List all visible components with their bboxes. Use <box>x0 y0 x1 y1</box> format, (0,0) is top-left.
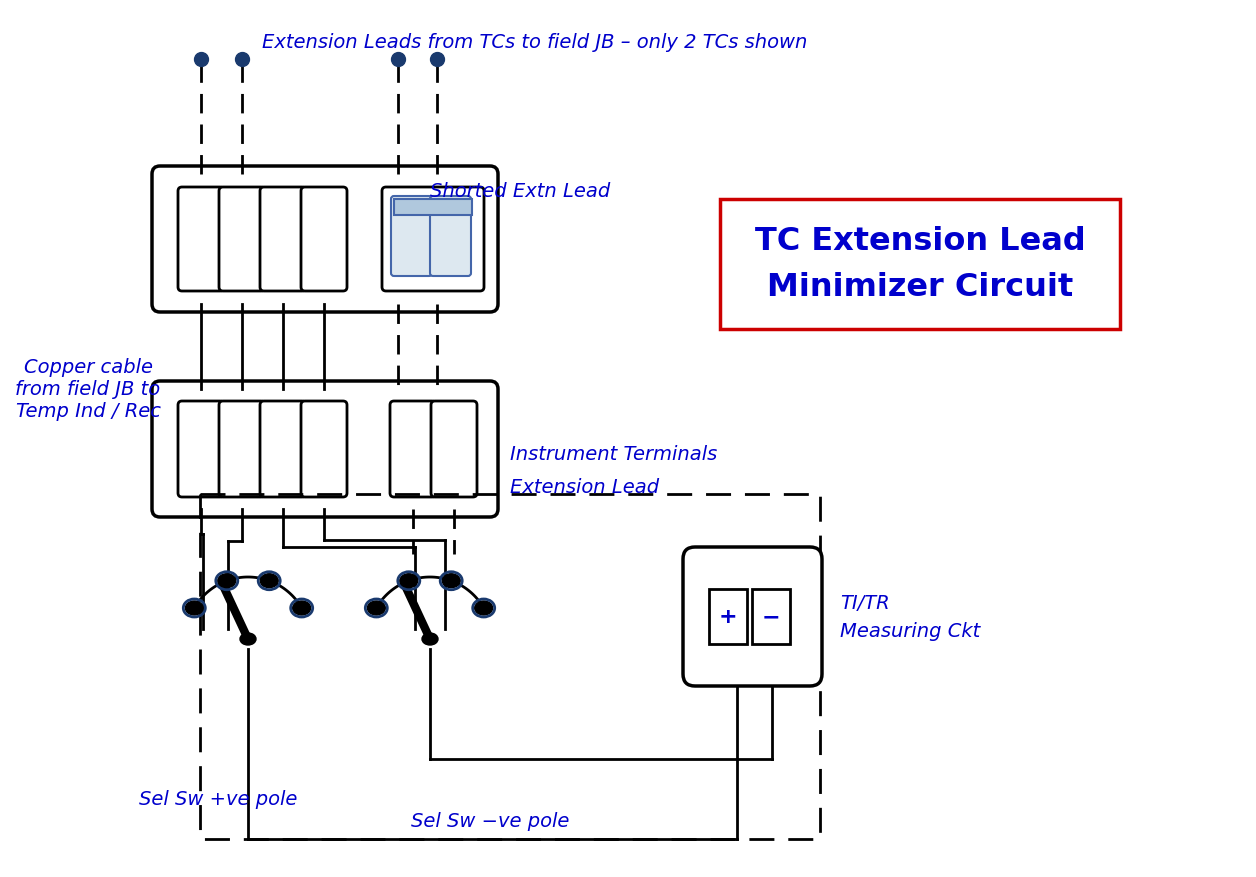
FancyBboxPatch shape <box>219 188 265 292</box>
Ellipse shape <box>217 574 236 588</box>
Text: Copper cable
from field JB to
Temp Ind / Rec: Copper cable from field JB to Temp Ind /… <box>15 358 161 421</box>
FancyBboxPatch shape <box>301 188 347 292</box>
FancyBboxPatch shape <box>178 402 224 497</box>
FancyBboxPatch shape <box>219 402 265 497</box>
FancyBboxPatch shape <box>260 402 306 497</box>
Ellipse shape <box>367 602 386 616</box>
Ellipse shape <box>260 574 279 588</box>
Text: Shorted Extn Lead: Shorted Extn Lead <box>430 182 610 201</box>
Text: TI/TR
Measuring Ckt: TI/TR Measuring Ckt <box>840 594 980 641</box>
FancyBboxPatch shape <box>152 167 497 312</box>
Text: +: + <box>718 607 737 627</box>
Bar <box>720 200 1120 330</box>
FancyBboxPatch shape <box>391 402 436 497</box>
FancyBboxPatch shape <box>260 188 306 292</box>
Text: Minimizer Circuit: Minimizer Circuit <box>767 272 1073 303</box>
Text: −: − <box>761 607 780 627</box>
Ellipse shape <box>399 574 418 588</box>
FancyBboxPatch shape <box>391 196 432 276</box>
FancyBboxPatch shape <box>683 547 821 686</box>
Text: Sel Sw −ve pole: Sel Sw −ve pole <box>411 811 569 831</box>
Ellipse shape <box>240 633 256 645</box>
Text: Extension Lead: Extension Lead <box>510 478 659 497</box>
Text: Extension Leads from TCs to field JB – only 2 TCs shown: Extension Leads from TCs to field JB – o… <box>263 32 808 52</box>
Ellipse shape <box>186 602 203 616</box>
FancyBboxPatch shape <box>301 402 347 497</box>
Text: Instrument Terminals: Instrument Terminals <box>510 445 717 464</box>
FancyBboxPatch shape <box>430 196 471 276</box>
FancyBboxPatch shape <box>382 188 484 292</box>
Text: Sel Sw +ve pole: Sel Sw +ve pole <box>139 789 298 809</box>
Ellipse shape <box>422 633 438 645</box>
FancyBboxPatch shape <box>431 402 477 497</box>
Bar <box>752 589 790 645</box>
FancyBboxPatch shape <box>152 381 497 517</box>
Ellipse shape <box>442 574 460 588</box>
Ellipse shape <box>475 602 492 616</box>
Ellipse shape <box>293 602 310 616</box>
Text: TC Extension Lead: TC Extension Lead <box>755 226 1085 257</box>
FancyBboxPatch shape <box>178 188 224 292</box>
Bar <box>394 200 472 216</box>
Bar <box>708 589 747 645</box>
